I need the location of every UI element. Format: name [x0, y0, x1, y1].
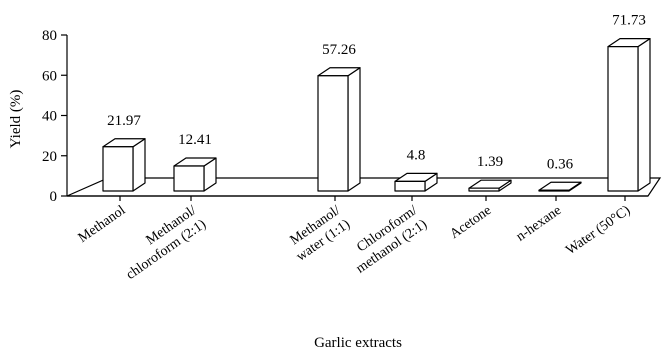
bar-front [317, 75, 349, 192]
bar [468, 179, 512, 192]
category-label: Acetone [447, 203, 494, 242]
bar [102, 138, 146, 192]
category-label: Chloroform/methanol (2:1) [344, 203, 430, 277]
bar [317, 67, 361, 192]
bar-side [637, 38, 651, 192]
value-label: 12.41 [178, 132, 212, 148]
bar-front [607, 46, 639, 192]
y-tick-label: 20 [42, 149, 57, 165]
value-label: 21.97 [107, 113, 141, 129]
value-labels: 21.97 12.41 57.26 4.8 1.39 0.36 71.73 [107, 13, 646, 173]
value-label: 71.73 [612, 13, 646, 29]
value-label: 1.39 [477, 154, 503, 170]
category-label: Methanol [76, 203, 129, 246]
y-tick-label: 60 [42, 68, 57, 84]
y-tick-label: 40 [42, 109, 57, 125]
bar-side [132, 138, 146, 192]
category-labels: Methanol Methanol/chloroform (2:1) Methano… [76, 203, 634, 283]
x-axis-title: Garlic extracts [314, 335, 402, 351]
bar [394, 172, 438, 192]
value-label: 0.36 [547, 156, 574, 172]
bar-front [173, 165, 205, 192]
bar-front [394, 180, 426, 192]
value-label: 4.8 [407, 147, 426, 163]
bars [102, 38, 651, 192]
y-tick-label: 0 [50, 189, 58, 205]
bar-front [102, 146, 134, 192]
category-label: n-hexane [514, 203, 565, 245]
category-label: Water (50°C) [563, 203, 633, 258]
bar [607, 38, 651, 192]
category-label: Methanol/chloroform (2:1) [114, 203, 209, 283]
y-tick-label: 80 [42, 28, 57, 44]
value-label: 57.26 [322, 42, 356, 58]
bar [538, 181, 582, 192]
bar-front [468, 187, 500, 192]
bar-side [347, 67, 361, 192]
bar [173, 157, 217, 192]
category-label: Methanol/water (1:1) [284, 203, 353, 265]
bar-front [538, 189, 570, 192]
y-axis-title: Yield (%) [8, 90, 24, 149]
